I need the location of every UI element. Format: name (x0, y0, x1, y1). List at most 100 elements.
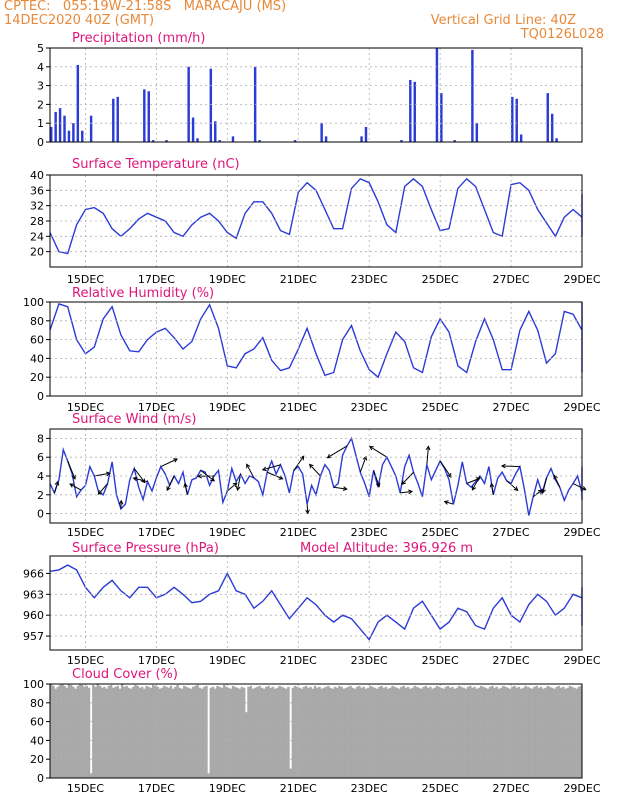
cloud-bar (528, 687, 532, 778)
cloud-bar (398, 688, 401, 778)
cloud-bar (544, 687, 547, 778)
temp-xtick-label: 27DEC (493, 273, 530, 286)
wind-ytick-label: 6 (37, 451, 44, 464)
cloud-bar (100, 687, 104, 778)
temp-ytick-label: 28 (30, 215, 44, 228)
wind-xtick-label: 29DEC (563, 526, 600, 539)
cloud-bar (262, 688, 266, 778)
cloud-bar (293, 685, 297, 778)
cloud-bar (493, 687, 496, 778)
cloud-bar (517, 686, 521, 778)
wind-arrow (501, 465, 520, 468)
precip-bar (147, 91, 150, 142)
cloud-bar (313, 685, 317, 778)
cloud-ytick-label: 0 (37, 772, 44, 785)
cloud-bar (577, 686, 581, 778)
cloud-bar (176, 684, 179, 778)
wind-arrowhead (500, 463, 506, 469)
cloud-bar (94, 686, 97, 778)
pres-xtick-label: 19DEC (209, 654, 246, 667)
cloud-bar (194, 685, 197, 778)
wind-arrow (267, 471, 283, 480)
wind-arrow (466, 477, 480, 484)
cloud-bar (69, 684, 73, 778)
pres-xtick-label: 27DEC (493, 654, 530, 667)
cloud-bar (531, 688, 534, 778)
cloud-bar (338, 685, 341, 778)
cloud-bar (222, 684, 226, 778)
cloud-bar (282, 687, 286, 778)
wind-arrowhead (69, 483, 75, 488)
cloud-bar (566, 687, 569, 778)
wind-arrowhead (443, 500, 449, 505)
wind-arrowhead (232, 482, 238, 488)
cloud-bar (74, 688, 77, 778)
cloud-bar (207, 773, 210, 778)
wind-arrow (166, 475, 175, 491)
precip-bar (519, 134, 523, 142)
cloud-bar (513, 685, 516, 778)
cloud-bar (406, 686, 410, 778)
cloud-bar (358, 685, 361, 778)
cloud-bar (557, 685, 561, 778)
precip-bar (151, 140, 155, 142)
cloud-bar (218, 686, 221, 778)
precip-bar (360, 136, 363, 142)
cloud-bar (375, 688, 379, 778)
cloud-bar (548, 686, 552, 778)
precip-bar (112, 98, 115, 142)
cloud-bar (258, 685, 261, 778)
wind-arrow (94, 472, 110, 477)
cloud-bar (50, 684, 53, 778)
pres-ytick-label: 963 (23, 588, 44, 601)
cloud-bar (486, 688, 490, 778)
cloud-bar (573, 687, 576, 778)
cloud-bar (482, 686, 485, 778)
cloud-xtick-label: 15DEC (67, 782, 104, 795)
precip-bar (435, 48, 439, 142)
cloud-bar (378, 686, 381, 778)
wind-arrow (532, 489, 543, 498)
wind-arrowhead (246, 463, 251, 469)
cloud-xtick-label: 23DEC (351, 782, 388, 795)
cloud-bar (344, 687, 348, 778)
cloud-xtick-label: 27DEC (493, 782, 530, 795)
wind-arrow (133, 477, 148, 483)
precip-bar (191, 117, 195, 142)
temp-panel: 20 24 28 32 36 40 15DEC 17DEC 19DEC 21DEC 23DEC 25D… (30, 157, 601, 286)
cloud-bar (504, 686, 507, 778)
cloud-bar (225, 686, 228, 778)
wind-xtick-label: 17DEC (138, 526, 175, 539)
rh-xtick-label: 19DEC (209, 401, 246, 414)
wind-arrowhead (210, 477, 216, 482)
cloud-bar (291, 687, 295, 778)
cloud-bar (167, 687, 170, 778)
wind-arrow (444, 501, 454, 505)
wind-arrow (53, 481, 59, 494)
precip-bar (76, 64, 80, 142)
cloud-bar (570, 686, 574, 778)
cloud-bar (240, 686, 244, 778)
cloud-bar (216, 685, 219, 778)
cloud-bar (539, 686, 543, 778)
cloud-bar (446, 685, 450, 778)
precip-bar (89, 115, 93, 142)
wind-arrowhead (541, 488, 546, 494)
wind-arrow (490, 483, 494, 495)
cloud-bar (87, 687, 91, 778)
cloud-bar (307, 687, 310, 778)
cloud-bar (278, 685, 281, 778)
precip-bar (555, 138, 558, 142)
cloud-bar (284, 688, 288, 778)
cloud-bar (267, 685, 270, 778)
cloud-bar (331, 688, 335, 778)
cloud-bar (491, 685, 494, 778)
temp-ytick-label: 32 (30, 200, 44, 213)
wind-arrowhead (183, 482, 188, 488)
precip-bar (471, 49, 474, 142)
rh-xtick-label: 29DEC (563, 401, 600, 414)
cloud-bar (468, 685, 472, 778)
cloud-bar (327, 685, 330, 778)
cloud-bar (151, 684, 155, 778)
cloud-bar (429, 686, 432, 778)
